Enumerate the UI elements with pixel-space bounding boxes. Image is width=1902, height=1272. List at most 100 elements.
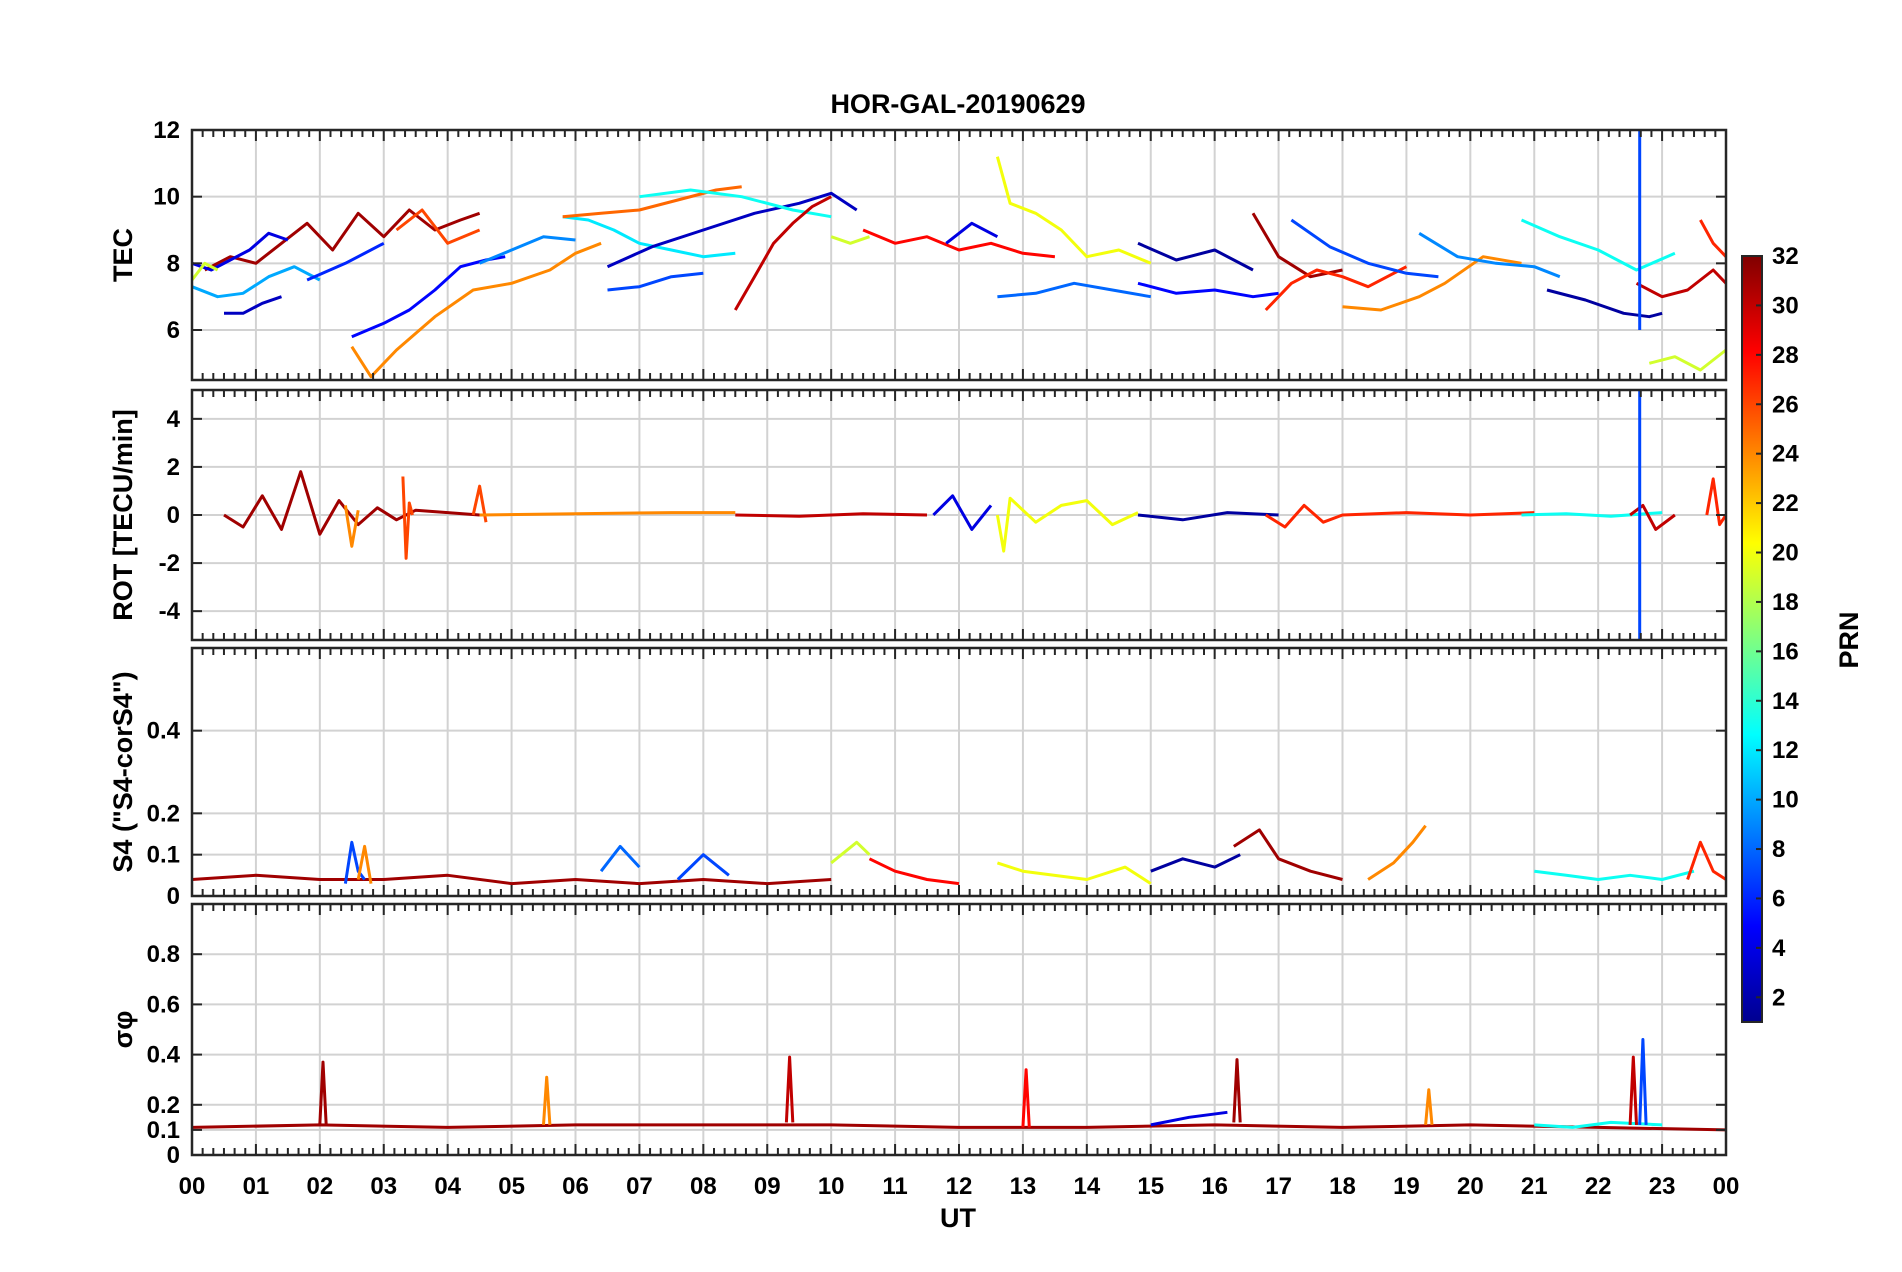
series-prn-27 <box>1264 265 1408 312</box>
x-tick-label: 09 <box>754 1173 781 1200</box>
x-tick-label: 00 <box>179 1173 206 1200</box>
series-prn-4 <box>945 221 999 245</box>
colorbar-tick-label: 8 <box>1772 836 1785 863</box>
series-prn-3 <box>224 295 282 315</box>
series-prn-4 <box>1150 1110 1228 1127</box>
y-axis-label: σφ <box>108 1011 138 1049</box>
y-tick-label: 0.6 <box>147 991 180 1018</box>
series-prn-7 <box>343 840 366 884</box>
series-prn-13 <box>1520 218 1676 272</box>
series-prn-26 <box>471 484 488 523</box>
series-prn-27 <box>1265 503 1535 529</box>
x-tick-label: 21 <box>1521 1173 1548 1200</box>
x-tick-label: 02 <box>306 1173 333 1200</box>
series-prn-4 <box>932 494 993 531</box>
series-prn-20 <box>995 496 1139 553</box>
series-prn-19 <box>830 235 870 245</box>
y-tick-label: 6 <box>167 317 180 344</box>
x-tick-label: 20 <box>1457 1173 1484 1200</box>
series-prn-24 <box>343 505 360 548</box>
series-prn-20 <box>995 156 1152 265</box>
series-prn-31 <box>1232 1058 1242 1123</box>
x-tick-label: 05 <box>498 1173 525 1200</box>
x-tick-label: 11 <box>882 1173 907 1200</box>
y-tick-label: 0.8 <box>147 941 180 968</box>
panel-rot: -4 -2 0 2 4 ROT [TECU/min] <box>108 388 1728 642</box>
series-prn-8 <box>599 844 641 873</box>
series-prn-7 <box>676 853 730 881</box>
series-prn-30 <box>1628 1055 1638 1125</box>
y-tick-label: 4 <box>167 406 181 433</box>
colorbar-tick-label: 22 <box>1772 490 1799 517</box>
x-tick-label: 18 <box>1329 1173 1356 1200</box>
colorbar-tick-label: 16 <box>1772 638 1799 665</box>
x-tick-label: 15 <box>1137 1173 1164 1200</box>
panel-s4: 0 0.1 0.2 0.4 S4 ("S4-corS4") <box>108 646 1728 910</box>
series-prn-19 <box>1648 348 1727 372</box>
x-tick-label: 14 <box>1073 1173 1100 1200</box>
series-prn-10 <box>191 265 321 299</box>
colorbar-tick-label: 4 <box>1772 935 1786 962</box>
series-prn-24 <box>350 241 602 379</box>
y-tick-label: 0 <box>167 883 180 910</box>
series-prn-7 <box>1638 1038 1648 1125</box>
series-prn-31 <box>223 470 480 536</box>
colorbar-tick-label: 24 <box>1772 441 1799 468</box>
x-tick-label: 01 <box>243 1173 270 1200</box>
series-prn-30 <box>1635 268 1728 299</box>
x-tick-label: 17 <box>1265 1173 1292 1200</box>
y-tick-label: 0.2 <box>147 1092 180 1119</box>
x-tick-label: 07 <box>626 1173 653 1200</box>
y-tick-label: -4 <box>159 598 181 625</box>
series-prn-4 <box>191 231 289 272</box>
y-tick-label: 0.4 <box>147 1042 181 1069</box>
series-prn-2 <box>1137 511 1279 522</box>
series-prn-25 <box>562 185 742 219</box>
colorbar-tick-label: 14 <box>1772 688 1799 715</box>
chart-title: HOR-GAL-20190629 <box>830 89 1085 119</box>
x-tick-label: 13 <box>1010 1173 1037 1200</box>
series-prn-31 <box>204 208 481 272</box>
series-prn-27 <box>1705 477 1728 527</box>
series-prn-28 <box>862 228 1056 259</box>
panel-sigma: 00.10.2 0.4 0.6 0.8 σφ <box>108 902 1728 1169</box>
series-prn-2 <box>1546 288 1663 319</box>
series-prn-9 <box>479 235 576 265</box>
series-prn-24 <box>1342 255 1522 312</box>
colorbar-tick-label: 28 <box>1772 342 1799 369</box>
y-tick-label: 0.4 <box>147 718 181 745</box>
y-tick-label: 0.1 <box>147 1117 180 1144</box>
series-prn-19 <box>190 261 219 281</box>
colorbar-label: PRN <box>1834 611 1864 668</box>
series-prn-28 <box>868 857 960 886</box>
series-prn-31 <box>318 1060 328 1125</box>
series-prn-24 <box>542 1075 552 1126</box>
series-prn-9 <box>1418 232 1561 279</box>
series-prn-12 <box>562 215 736 259</box>
series-prn-13 <box>1521 511 1663 518</box>
series-prn-31 <box>1232 828 1343 881</box>
series-prn-26 <box>395 208 481 245</box>
series-prn-27 <box>1686 840 1727 881</box>
y-axis-label: S4 ("S4-corS4") <box>108 671 138 872</box>
series-prn-8 <box>997 281 1152 299</box>
series-prn-30 <box>784 1055 795 1123</box>
colorbar-tick-label: 18 <box>1772 589 1799 616</box>
x-tick-label: 12 <box>946 1173 973 1200</box>
y-tick-label: 10 <box>153 184 180 211</box>
y-tick-label: 0.2 <box>147 800 180 827</box>
colorbar-tick-label: 6 <box>1772 885 1785 912</box>
x-tick-label: 10 <box>818 1173 845 1200</box>
x-tick-label: 16 <box>1201 1173 1228 1200</box>
x-tick-label: 23 <box>1649 1173 1676 1200</box>
series-prn-2 <box>1137 241 1254 272</box>
series-prn-24 <box>479 511 736 517</box>
series-prn-26 <box>401 476 414 560</box>
y-tick-label: 12 <box>153 117 180 144</box>
x-tick-label: 06 <box>562 1173 589 1200</box>
x-tick-label: 08 <box>690 1173 717 1200</box>
y-tick-label: 2 <box>167 454 180 481</box>
series-prn-5 <box>1137 281 1279 299</box>
